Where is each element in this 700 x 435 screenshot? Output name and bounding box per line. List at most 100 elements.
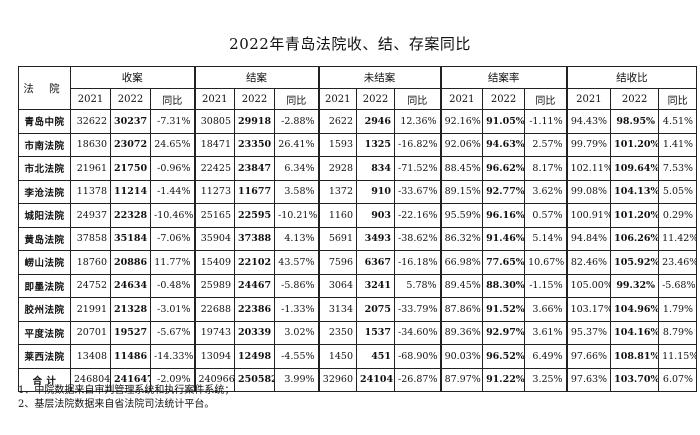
value-cell: 240966 [193,367,235,392]
value-cell: 20701 [70,320,111,345]
table-row: 合 计 246804 241647 -2.09% 240966 250582 3.99% 32… [18,367,698,392]
table-body: 青岛中院 32622 30237 -7.31% 30805 29918 -2.88% 2622… [18,109,698,392]
value-cell: 23847 [234,156,275,181]
subheader-cell: 2021 [193,88,235,110]
value-cell: 92.16% [439,109,484,134]
value-cell: 37388 [234,226,275,251]
value-cell: 0.57% [524,203,568,228]
group-header: 结收比 [565,66,698,89]
value-cell: 88.30% [482,273,526,298]
value-cell: -7.31% [150,109,195,134]
value-cell: 103.70% [610,367,660,392]
subheader-cell: 2022 [234,88,275,110]
value-cell: 88.45% [439,156,484,181]
subheader-cell: 同比 [273,88,320,110]
value-cell: -33.79% [394,297,442,322]
value-cell: 21328 [110,297,151,322]
value-cell: 82.46% [565,250,612,275]
court-name-cell: 城阳法院 [18,203,71,228]
subheader-cell: 2022 [110,88,151,110]
value-cell: -2.09% [150,367,195,392]
value-cell: 3.66% [524,297,568,322]
value-cell: 30237 [110,109,151,134]
value-cell: 22386 [234,297,275,322]
table-row: 即墨法院 24752 24634 -0.48% 25989 24467 -5.86% 3064… [18,273,698,298]
value-cell: -5.86% [273,273,320,298]
value-cell: 90.03% [439,344,484,369]
court-name-cell: 市南法院 [18,132,71,157]
value-cell: 18471 [193,132,235,157]
value-cell: 903 [356,203,396,228]
value-cell: 3.99% [273,367,320,392]
court-name-cell: 青岛中院 [18,109,71,134]
court-column-header: 法 院 [18,66,71,110]
value-cell: 1450 [317,344,358,369]
value-cell: 30805 [193,109,235,134]
value-cell: 104.13% [610,179,660,204]
value-cell: 5.05% [658,179,698,204]
value-cell: 1.79% [658,297,698,322]
value-cell: 95.37% [565,320,612,345]
value-cell: 3241 [356,273,396,298]
value-cell: -38.62% [394,226,442,251]
value-cell: 6.34% [273,156,320,181]
value-cell: 18760 [70,250,111,275]
subheader-cell: 2022 [356,88,396,110]
value-cell: 11214 [110,179,151,204]
value-cell: 99.32% [610,273,660,298]
value-cell: 92.97% [482,320,526,345]
footnotes: 1、中院数据来自审判管理系统和执行案件系统； 2、基层法院数据来自省法院司法统计… [18,384,234,412]
value-cell: 43.57% [273,250,320,275]
value-cell: 3.25% [524,367,568,392]
subheader-cell: 2021 [317,88,358,110]
court-name-cell: 即墨法院 [18,273,71,298]
subheader-cell: 同比 [524,88,568,110]
value-cell: 3.62% [524,179,568,204]
value-cell: 4.13% [273,226,320,251]
value-cell: -16.82% [394,132,442,157]
footnote: 2、基层法院数据来自省法院司法统计平台。 [18,399,215,410]
value-cell: 94.63% [482,132,526,157]
value-cell: 105.92% [610,250,660,275]
value-cell: 12498 [234,344,275,369]
value-cell: 23350 [234,132,275,157]
value-cell: 91.22% [482,367,526,392]
value-cell: 3134 [317,297,358,322]
table-row: 李沧法院 11378 11214 -1.44% 11273 11677 3.58% 1372 9… [18,179,698,204]
value-cell: -7.06% [150,226,195,251]
value-cell: 66.98% [439,250,484,275]
value-cell: 24937 [70,203,111,228]
value-cell: 91.52% [482,297,526,322]
value-cell: 89.45% [439,273,484,298]
value-cell: 32622 [70,109,111,134]
value-cell: 1325 [356,132,396,157]
value-cell: 7596 [317,250,358,275]
value-cell: 24.65% [150,132,195,157]
value-cell: 96.52% [482,344,526,369]
value-cell: 910 [356,179,396,204]
value-cell: 3.58% [273,179,320,204]
subheader-cell: 2021 [565,88,612,110]
value-cell: 7.53% [658,156,698,181]
value-cell: -71.52% [394,156,442,181]
value-cell: 101.20% [610,132,660,157]
value-cell: 87.86% [439,297,484,322]
value-cell: 11378 [70,179,111,204]
value-cell: -3.01% [150,297,195,322]
table-row: 平度法院 20701 19527 -5.67% 19743 20339 3.02% 2350 1… [18,320,698,345]
value-cell: 21991 [70,297,111,322]
value-cell: -1.15% [524,273,568,298]
value-cell: 94.84% [565,226,612,251]
value-cell: 5.78% [394,273,442,298]
value-cell: 1160 [317,203,358,228]
value-cell: 2928 [317,156,358,181]
value-cell: 87.97% [439,367,484,392]
value-cell: 3.02% [273,320,320,345]
value-cell: 102.11% [565,156,612,181]
value-cell: 2350 [317,320,358,345]
value-cell: 12.36% [394,109,442,134]
value-cell: 20886 [110,250,151,275]
value-cell: 4.51% [658,109,698,134]
value-cell: 15409 [193,250,235,275]
value-cell: 19527 [110,320,151,345]
